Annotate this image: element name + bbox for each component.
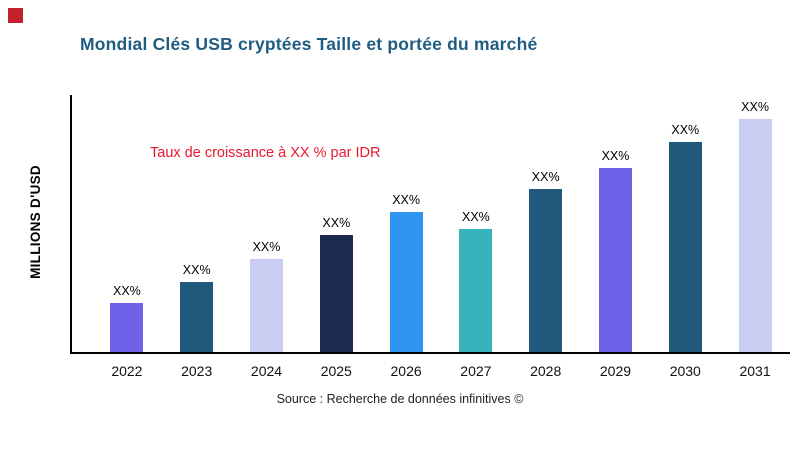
y-axis-label: MILLIONS D'USD: [28, 165, 43, 279]
bar-group: XX%: [650, 123, 720, 352]
bar: [319, 235, 353, 352]
bar: [180, 282, 214, 352]
bar-group: XX%: [720, 100, 790, 352]
bar-value-label: XX%: [182, 263, 211, 277]
plot-area: Taux de croissance à XX % par IDR XX% XX%…: [70, 95, 790, 354]
bar-value-label: XX%: [601, 149, 630, 163]
bar: [668, 142, 702, 352]
x-tick-label: 2031: [739, 363, 771, 379]
bar: [738, 119, 772, 352]
x-axis: 2022 2023 2024 2025 2026 2027 2028 2029 2030 2031: [72, 354, 790, 379]
bar: [249, 259, 283, 352]
bar-group: XX%: [371, 193, 441, 352]
bar: [598, 168, 632, 352]
bar-value-label: XX%: [392, 193, 420, 207]
bar: [529, 189, 563, 352]
bar-value-label: XX%: [741, 100, 769, 114]
x-tick-label: 2026: [390, 363, 422, 379]
bar-group: XX%: [301, 216, 371, 352]
bar-value-label: XX%: [113, 284, 141, 298]
x-tick-label: 2025: [320, 363, 352, 379]
bar-group: XX%: [162, 263, 232, 352]
growth-annotation: Taux de croissance à XX % par IDR: [150, 145, 381, 161]
x-tick-label: 2030: [669, 363, 701, 379]
x-tick-label: 2028: [530, 363, 562, 379]
bar: [110, 303, 144, 352]
bar-value-label: XX%: [322, 216, 351, 230]
bar-series: XX% XX% XX% XX% XX% XX% XX% XX% XX% XX%: [72, 95, 790, 352]
brand-mark: [8, 8, 23, 23]
bar-group: XX%: [581, 149, 651, 352]
bar-value-label: XX%: [671, 123, 700, 137]
bar: [389, 212, 423, 352]
source-caption: Source : Recherche de données infinitive…: [276, 392, 524, 406]
x-tick-label: 2029: [599, 363, 632, 379]
x-tick-label: 2023: [181, 363, 213, 379]
bar-value-label: XX%: [531, 170, 560, 184]
bar-group: XX%: [92, 284, 162, 352]
bar: [459, 229, 493, 352]
chart-area: MILLIONS D'USD Taux de croissance à XX %…: [28, 95, 790, 379]
x-tick-label: 2024: [250, 363, 283, 379]
chart-title: Mondial Clés USB cryptées Taille et port…: [80, 34, 538, 54]
x-tick-label: 2022: [111, 363, 143, 379]
bar-value-label: XX%: [461, 210, 490, 224]
x-tick-label: 2027: [460, 363, 492, 379]
bar-value-label: XX%: [252, 240, 281, 254]
bar-group: XX%: [232, 240, 302, 352]
bar-group: XX%: [511, 170, 581, 352]
bar-group: XX%: [441, 210, 511, 352]
